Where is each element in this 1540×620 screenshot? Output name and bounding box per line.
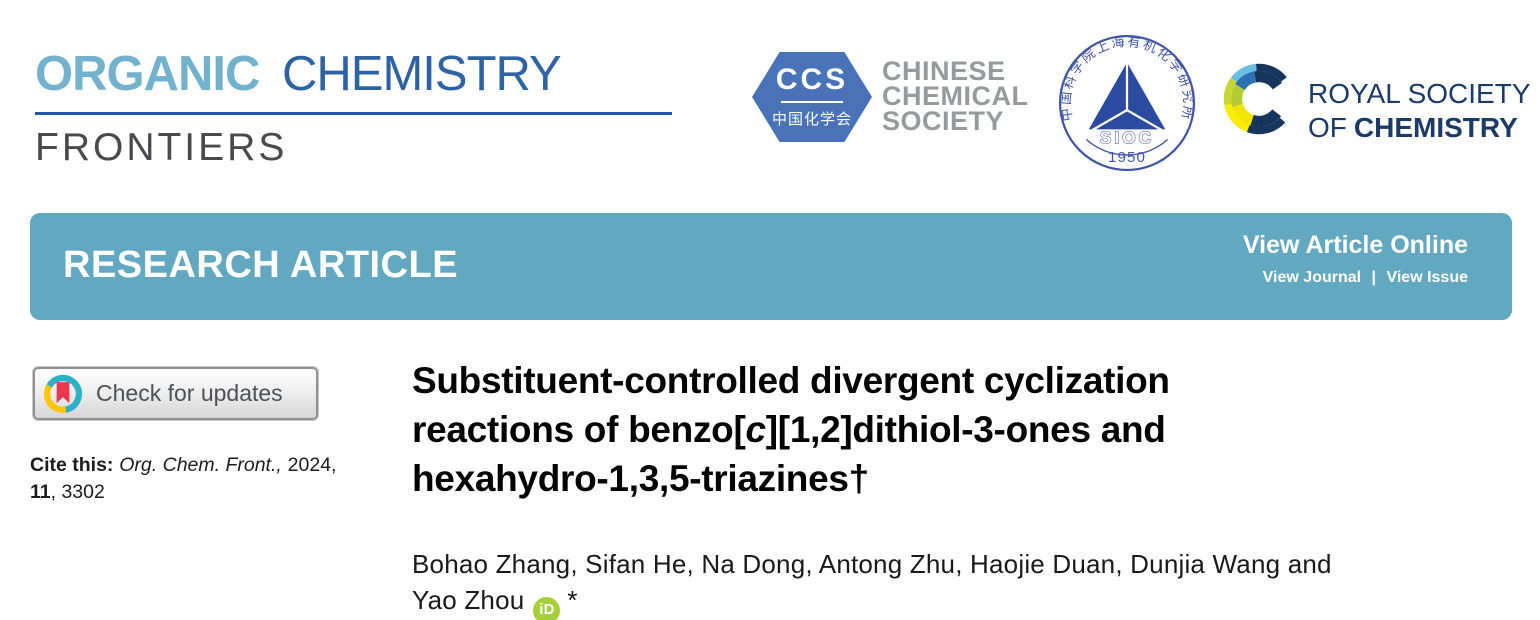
ccs-divider-line — [781, 101, 843, 103]
rsc-name-line1: ROYAL SOCIETY — [1308, 78, 1531, 109]
journal-name-chemistry: CHEMISTRY — [282, 47, 562, 101]
rsc-name-line2: OF CHEMISTRY — [1308, 111, 1531, 145]
view-journal-link[interactable]: View Journal — [1262, 269, 1362, 286]
ccs-label-line2: CHEMICAL — [882, 81, 1029, 111]
title-line2-post: ][1,2]dithiol-3-ones and — [765, 409, 1166, 450]
cite-year: 2024, — [287, 454, 337, 476]
authors-line2: Yao Zhou iD * — [412, 582, 1332, 620]
article-title: Substituent-controlled divergent cycliza… — [412, 356, 1442, 503]
sioc-abbreviation: SIOC — [1100, 128, 1154, 148]
ccs-society-name: CHINESE CHEMICAL SOCIETY — [882, 56, 1029, 136]
view-links-separator: | — [1371, 269, 1377, 286]
journal-title: ORGANIC CHEMISTRY — [35, 50, 672, 99]
corresponding-author-name: Yao Zhou — [412, 585, 525, 615]
title-line1: Substituent-controlled divergent cycliza… — [412, 360, 1170, 401]
ccs-abbreviation: CCS — [775, 63, 849, 96]
title-line2-italic-c: c — [745, 409, 767, 450]
ccs-hexagon-icon: CCS 中国化学会 — [752, 52, 872, 142]
journal-name-frontiers: FRONTIERS — [35, 126, 288, 169]
title-line2-pre: reactions of benzo[ — [412, 409, 746, 450]
ccs-label-line1: CHINESE — [882, 56, 1006, 86]
sioc-founding-year: 1950 — [1108, 149, 1146, 166]
journal-name-organic: ORGANIC — [35, 47, 260, 101]
rsc-society-name: ROYAL SOCIETY OF CHEMISTRY — [1308, 53, 1531, 145]
banner-links: View Article Online View Journal | View … — [1243, 231, 1468, 287]
rsc-name-chemistry: CHEMISTRY — [1353, 112, 1518, 143]
check-for-updates-label: Check for updates — [96, 380, 283, 406]
corresponding-author-marker: * — [567, 585, 578, 615]
brand-divider-line — [35, 112, 672, 115]
citation-block: Cite this: Org. Chem. Front., 2024, 11, 33… — [30, 452, 336, 506]
cite-volume: 11 — [30, 481, 51, 503]
cite-this-label: Cite this: — [30, 454, 114, 476]
authors-line1: Bohao Zhang, Sifan He, Na Dong, Antong Z… — [412, 549, 1332, 579]
title-line2: reactions of benzo[c][1,2]dithiol-3-ones… — [412, 405, 1442, 454]
view-article-online-link[interactable]: View Article Online — [1242, 231, 1468, 259]
crossmark-icon — [43, 374, 83, 413]
orcid-icon[interactable]: iD — [533, 596, 561, 620]
cite-pages: , 3302 — [50, 481, 105, 503]
journal-logo: ORGANIC CHEMISTRY FRONTIERS — [35, 50, 672, 170]
cite-journal-abbreviation: Org. Chem. Front., — [119, 454, 282, 476]
article-type-label: RESEARCH ARTICLE — [63, 244, 459, 286]
title-line3: hexahydro-1,3,5-triazines† — [412, 458, 869, 499]
view-links-row: View Journal | View Issue — [1243, 269, 1468, 287]
rsc-logo: ROYAL SOCIETY OF CHEMISTRY — [1222, 53, 1531, 145]
rsc-c-mark-icon — [1223, 63, 1287, 135]
ccs-chinese-name: 中国化学会 — [771, 111, 852, 128]
author-list: Bohao Zhang, Sifan He, Na Dong, Antong Z… — [412, 546, 1332, 620]
ccs-label-line3: SOCIETY — [882, 106, 1005, 136]
rsc-name-of: OF — [1308, 112, 1347, 143]
view-issue-link[interactable]: View Issue — [1386, 269, 1468, 286]
citation-line1: Cite this: Org. Chem. Front., 2024, — [30, 452, 336, 479]
citation-line2: 11, 3302 — [30, 479, 336, 506]
check-for-updates-button[interactable]: Check for updates — [32, 366, 319, 421]
article-type-banner: RESEARCH ARTICLE View Article Online Vie… — [30, 213, 1512, 320]
sioc-seal-icon: 中国科学院上海有机化学研究所 SIOC 1950 — [1058, 34, 1196, 172]
